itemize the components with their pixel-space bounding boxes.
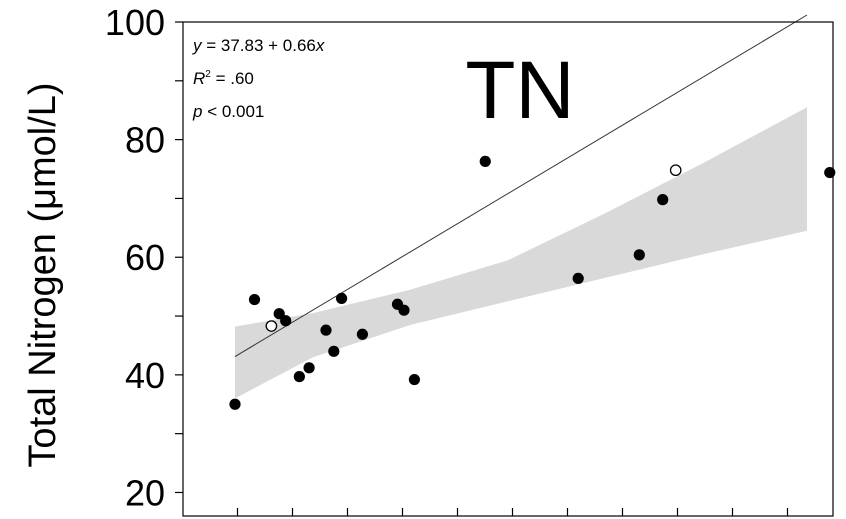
axes-layer: 20 40 60 80 100 [105, 2, 834, 517]
y-axis-label: Total Nitrogen (μmol/L) [22, 82, 64, 467]
filled-data-point [280, 315, 292, 327]
p-value-text: p < 0.001 [192, 102, 264, 121]
r-squared-sup: 2 [205, 69, 211, 80]
open-data-point [265, 320, 278, 332]
y-tick-label: 60 [125, 237, 165, 278]
filled-data-point [398, 304, 410, 316]
filled-data-point [273, 308, 285, 320]
equation-rhs: = 37.83 + 0.66 [202, 36, 316, 55]
filled-data-point [572, 272, 584, 285]
filled-data-point [408, 373, 420, 386]
filled-data-point [303, 362, 315, 374]
confidence-band-layer [235, 107, 807, 399]
regression-line-layer [234, 14, 808, 357]
filled-data-point [248, 293, 261, 306]
r-squared-label: R [193, 69, 205, 88]
y-tick-label: 40 [125, 355, 165, 396]
p-label: p [192, 102, 202, 121]
filled-data-point [328, 345, 340, 357]
open-data-point [669, 164, 682, 177]
equation-lhs: y [192, 36, 203, 55]
confidence-band [235, 107, 807, 399]
filled-data-point [356, 328, 368, 340]
regression-line [234, 14, 808, 357]
y-tick-label: 20 [125, 472, 165, 513]
y-tick-label: 80 [125, 120, 165, 161]
filled-data-point [824, 166, 836, 179]
filled-data-point [229, 398, 241, 410]
p-value: < 0.001 [202, 102, 264, 121]
filled-data-point [336, 292, 348, 305]
chart-title: TN [465, 45, 574, 136]
data-points-layer [229, 155, 836, 410]
y-tick-label: 100 [105, 2, 165, 43]
r-squared-value: = .60 [211, 69, 254, 88]
filled-data-point [320, 324, 332, 336]
regression-stats: y = 37.83 + 0.66x R2 = .60 p < 0.001 [192, 36, 325, 121]
equation-text: y = 37.83 + 0.66x [192, 36, 325, 55]
filled-data-point [479, 155, 491, 167]
filled-data-point [633, 249, 645, 261]
filled-data-point [293, 371, 305, 383]
r-squared-text: R2 = .60 [193, 69, 254, 88]
equation-var: x [315, 36, 325, 55]
plot-frame [182, 21, 834, 517]
filled-data-point [657, 194, 669, 206]
